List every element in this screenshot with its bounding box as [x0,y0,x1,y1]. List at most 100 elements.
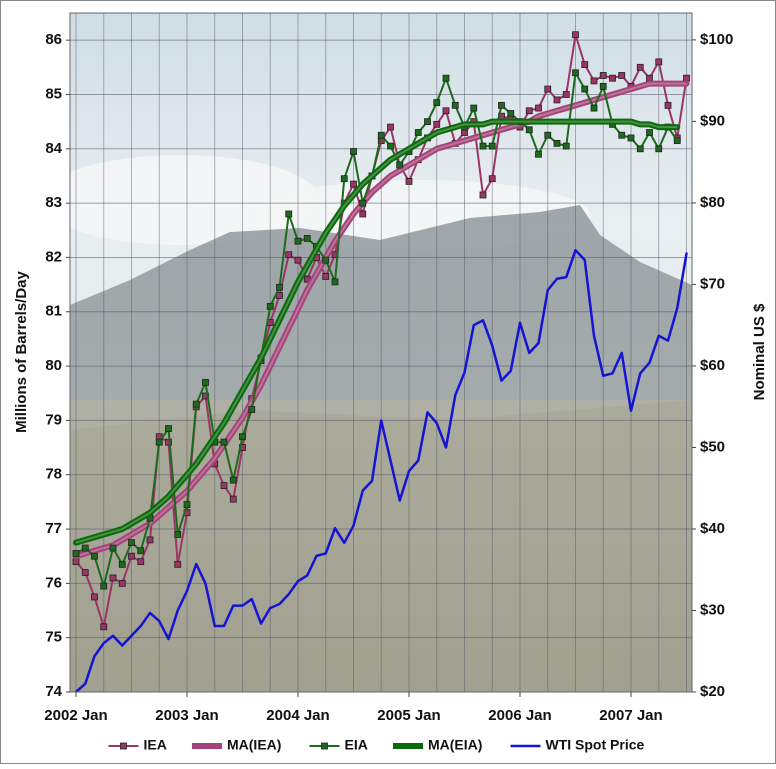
data-point [433,99,441,107]
data-point [405,177,413,185]
legend-label: EIA [345,737,368,753]
series-line [73,80,690,560]
y2-tick-label: $40 [700,520,725,537]
data-point [646,129,653,136]
y-tick-label: 83 [45,194,62,211]
data-point [535,104,542,112]
y2-tick-label: $100 [700,31,733,48]
data-point [387,123,394,131]
data-point [137,547,145,555]
legend-label: IEA [144,737,167,753]
y2-tick-label: $80 [700,194,725,211]
data-point [165,425,172,432]
data-point [572,31,579,39]
data-point [128,539,135,547]
x-tick-label: 2003 Jan [155,707,218,724]
x-tick-label: 2006 Jan [488,707,551,724]
data-point [636,145,644,153]
data-point [109,544,117,552]
y2-tick-label: $60 [700,357,725,374]
y-axis-title: Millions of Barrels/Day [13,270,30,432]
y2-tick-label: $70 [700,275,725,292]
data-point [377,131,385,139]
data-point [128,552,135,560]
y-tick-label: 82 [45,248,62,265]
data-point [627,134,635,142]
data-point [239,433,246,441]
data-point [340,175,348,183]
y2-axis-title: Nominal US $ [751,303,768,400]
data-point [544,131,552,139]
y-tick-label: 85 [45,85,62,102]
data-point [229,495,237,503]
data-point [414,129,422,136]
y-tick-label: 80 [45,357,62,374]
data-point [396,161,404,169]
data-point [91,593,98,601]
data-point [655,145,663,153]
y2-tick-label: $90 [700,112,725,129]
y-tick-label: 84 [45,140,62,157]
series-line [74,248,688,692]
data-point [350,148,357,155]
data-point [118,579,126,587]
data-point [81,544,89,552]
data-point [581,61,589,69]
data-point [91,552,98,560]
data-point [664,101,672,109]
data-point [285,251,293,259]
data-point [535,150,542,158]
data-point [294,256,302,264]
y2-tick-label: $30 [700,601,725,618]
y-tick-label: 86 [45,31,62,48]
data-point [174,560,182,568]
data-point [72,558,80,566]
series-line [73,118,681,546]
data-point [599,72,607,79]
legend-marker [120,742,127,750]
data-point [442,107,450,115]
data-point [655,58,663,66]
data-point [72,550,80,557]
legend-label: MA(IEA) [227,737,281,753]
data-point [525,126,533,134]
plot-frame [69,12,693,693]
data-point [109,574,117,582]
x-tick-label: 2007 Jan [599,707,662,724]
background-photo [70,13,692,692]
data-point [507,110,515,117]
data-point [572,69,579,77]
data-point [636,63,644,71]
data-point [433,120,441,128]
data-point [183,501,191,508]
series-line-highlight [75,120,678,544]
y-tick-label: 75 [45,629,62,646]
data-point [424,118,431,126]
data-point [498,101,505,109]
data-point [322,273,330,280]
series-line-highlight [75,82,687,558]
data-point [220,438,228,446]
data-point [553,139,561,147]
data-point [599,82,607,90]
data-point [331,278,339,286]
data-point [683,74,690,82]
data-point [350,180,357,188]
plot-marks [72,31,690,692]
data-point [618,131,626,139]
data-point [479,142,487,150]
y-tick-label: 79 [45,411,62,428]
legend-label: WTI Spot Price [546,737,645,753]
legend: IEA MA(IEA) EIA MA(EIA) WTI Spot Price [108,737,645,753]
x-tick-label: 2005 Jan [377,707,440,724]
data-point [155,438,163,446]
data-point [646,74,653,82]
y-tick-label: 76 [45,574,62,591]
data-point [294,237,302,245]
y-tick-label: 74 [45,683,62,700]
data-point [488,175,496,183]
data-point [673,137,681,145]
legend-label: MA(EIA) [428,737,482,753]
